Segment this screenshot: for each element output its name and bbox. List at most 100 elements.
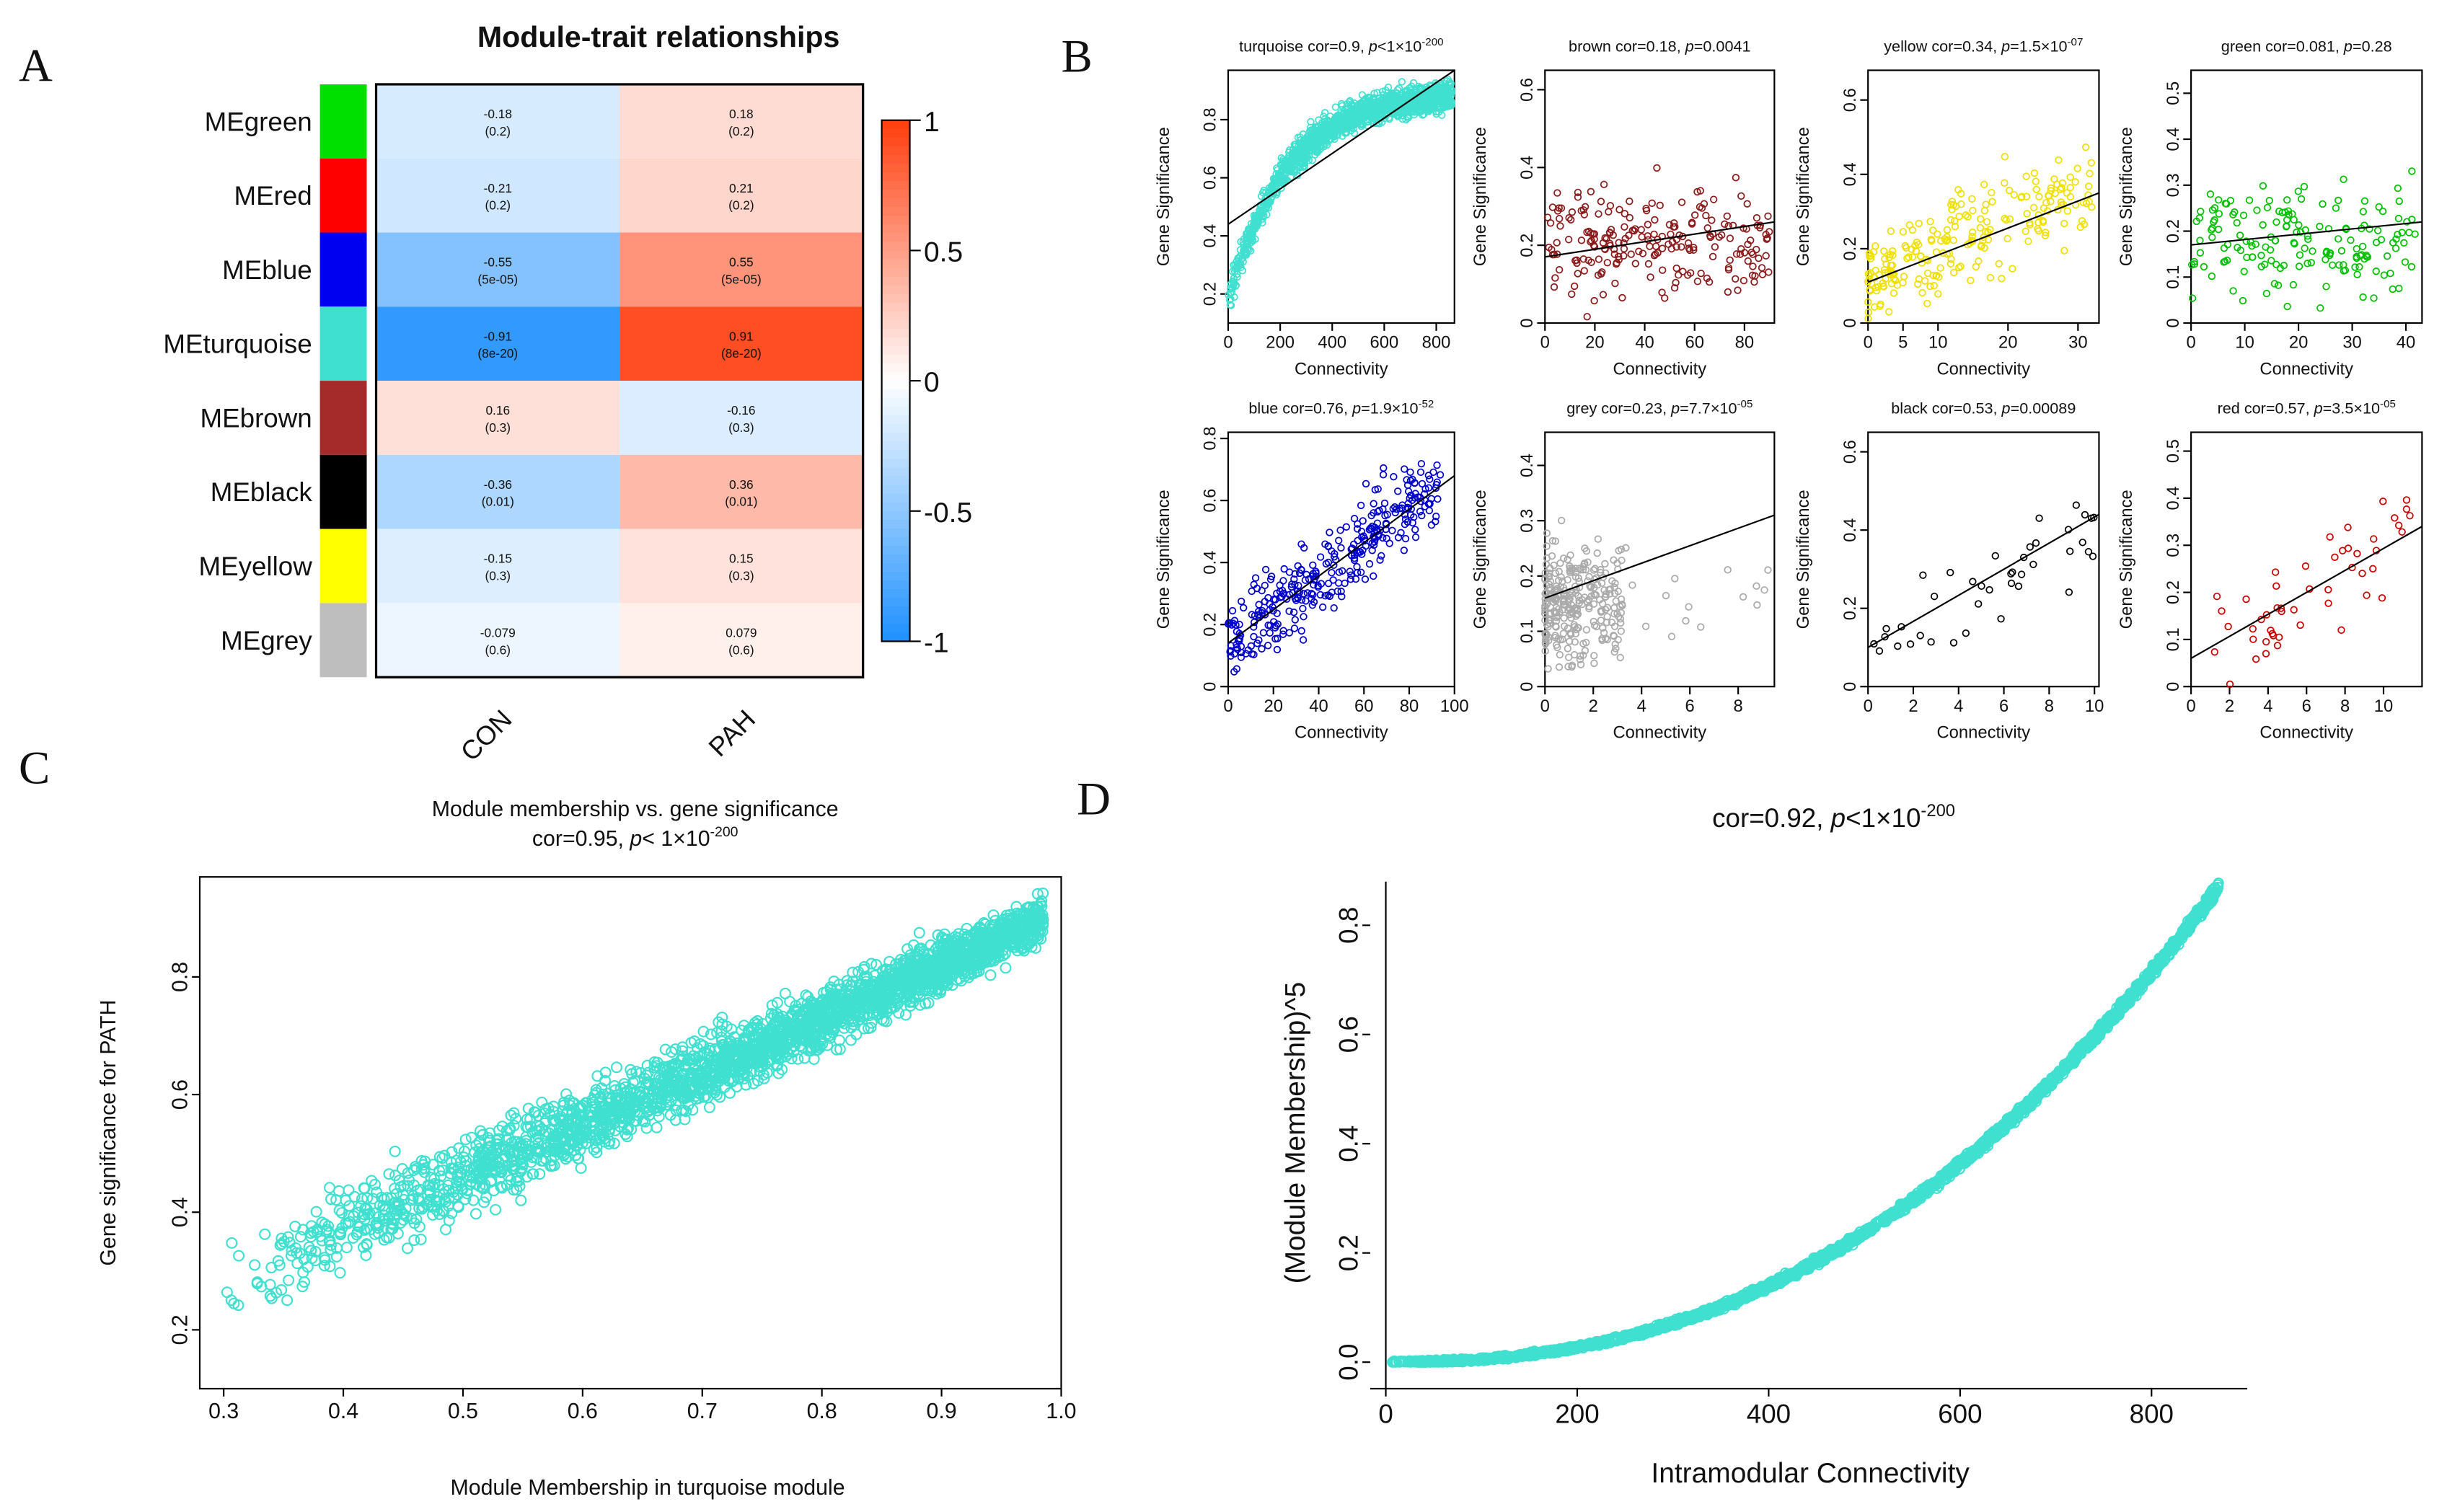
data-point [2370, 535, 2378, 543]
data-point [1577, 236, 1586, 244]
row-label: MEgrey [221, 626, 312, 655]
colorbar-segment [881, 250, 910, 260]
data-point [1230, 274, 1238, 283]
data-point [1915, 219, 1923, 228]
x-tick-label: 5 [1898, 333, 1908, 353]
data-point [1378, 87, 1387, 96]
data-point [2196, 249, 2205, 257]
data-point [2394, 214, 2403, 223]
y-tick-label: 0.8 [169, 962, 193, 992]
data-point [1418, 511, 1426, 520]
data-point [2226, 196, 2235, 205]
data-point [1650, 230, 1658, 239]
data-point [2240, 268, 2248, 275]
x-tick-label: 0 [1223, 697, 1233, 716]
cell-pvalue: (0.01) [482, 495, 514, 509]
data-point [1585, 572, 1593, 581]
data-point [459, 1133, 472, 1146]
subplot-grey: grey cor=0.23, p=7.7×10-050 2 4 6 800.10.20.… [1471, 398, 1776, 743]
cell-pvalue: (0.6) [485, 642, 511, 657]
x-tick-label: 20 [2289, 333, 2308, 353]
data-point [2300, 182, 2309, 191]
data-point [2290, 216, 2298, 224]
data-point [2372, 267, 2380, 275]
data-point [2316, 304, 2324, 312]
colorbar-tick-label: -0.5 [924, 498, 972, 529]
data-point [1233, 273, 1241, 281]
subplot-xlabel: Connectivity [2259, 359, 2353, 379]
data-point [2215, 210, 2223, 218]
data-point [2242, 595, 2250, 604]
points [2210, 496, 2414, 689]
module-color-swatch [319, 84, 367, 159]
data-point [2001, 179, 2009, 187]
data-point [1980, 180, 1988, 189]
data-point [1273, 645, 1282, 654]
data-point [2402, 505, 2411, 513]
data-point [1991, 552, 1999, 560]
data-point [1374, 112, 1382, 120]
colorbar-segment [881, 319, 910, 330]
data-point [1556, 222, 1564, 230]
row-label: MEturquoise [163, 330, 312, 359]
x-tick-label: 20 [1264, 697, 1283, 716]
data-point [1972, 262, 1980, 271]
data-point [2394, 521, 2403, 529]
heatmap-cell [620, 529, 863, 604]
data-point [1556, 559, 1564, 567]
cell-value: 0.21 [729, 181, 754, 195]
data-point [1583, 312, 1591, 321]
data-point [1411, 533, 1420, 541]
data-point [2032, 177, 2040, 185]
y-tick-label: 0.6 [1201, 489, 1220, 513]
data-point [2088, 203, 2096, 211]
data-point [1601, 560, 1609, 568]
subplot-title: blue cor=0.76, p=1.9×10-52 [1248, 398, 1434, 417]
data-point [2248, 242, 2256, 250]
data-point [1230, 293, 1238, 301]
colorbar-segment [881, 337, 910, 347]
data-point [1590, 296, 1598, 305]
data-point [1974, 600, 1983, 608]
x-tick-label: 0.9 [927, 1400, 957, 1423]
row-label: MEbrown [200, 403, 312, 433]
data-point [2406, 512, 2414, 520]
colorbar-segment [881, 293, 910, 304]
data-point [2001, 153, 2009, 161]
data-point [469, 1208, 482, 1220]
data-point [2066, 193, 2075, 201]
data-point [1675, 271, 1683, 279]
data-point [1946, 568, 1954, 577]
data-point [1626, 213, 1633, 222]
heatmap-cell [620, 381, 863, 455]
subplot-ylabel: Gene Significance [1471, 127, 1490, 266]
row-label: MEblue [222, 255, 312, 285]
data-point [1411, 526, 1419, 534]
cell-value: -0.18 [484, 107, 512, 121]
data-point [1617, 627, 1626, 635]
data-point [1398, 78, 1406, 86]
data-point [1969, 206, 1977, 215]
data-point [1900, 273, 1908, 280]
data-point [1764, 566, 1772, 574]
data-point [1555, 215, 1564, 223]
colorbar-segment [881, 216, 910, 226]
data-point [2358, 570, 2366, 578]
data-point [1388, 526, 1396, 535]
data-point [1341, 579, 1349, 588]
y-tick-label: 0.4 [1517, 454, 1537, 477]
data-point [1899, 228, 1908, 236]
x-tick-label: 200 [1266, 333, 1295, 353]
data-point [1997, 615, 2005, 623]
data-point [1550, 283, 1558, 291]
data-point [2379, 498, 2387, 505]
data-point [1606, 202, 1615, 210]
data-point [1890, 289, 1898, 297]
trend-line [1227, 69, 1455, 225]
data-point [1377, 552, 1385, 560]
data-point [2335, 261, 2343, 269]
cell-pvalue: (5e-05) [477, 272, 518, 286]
data-point [1651, 216, 1659, 224]
colorbar-segment [881, 415, 910, 425]
